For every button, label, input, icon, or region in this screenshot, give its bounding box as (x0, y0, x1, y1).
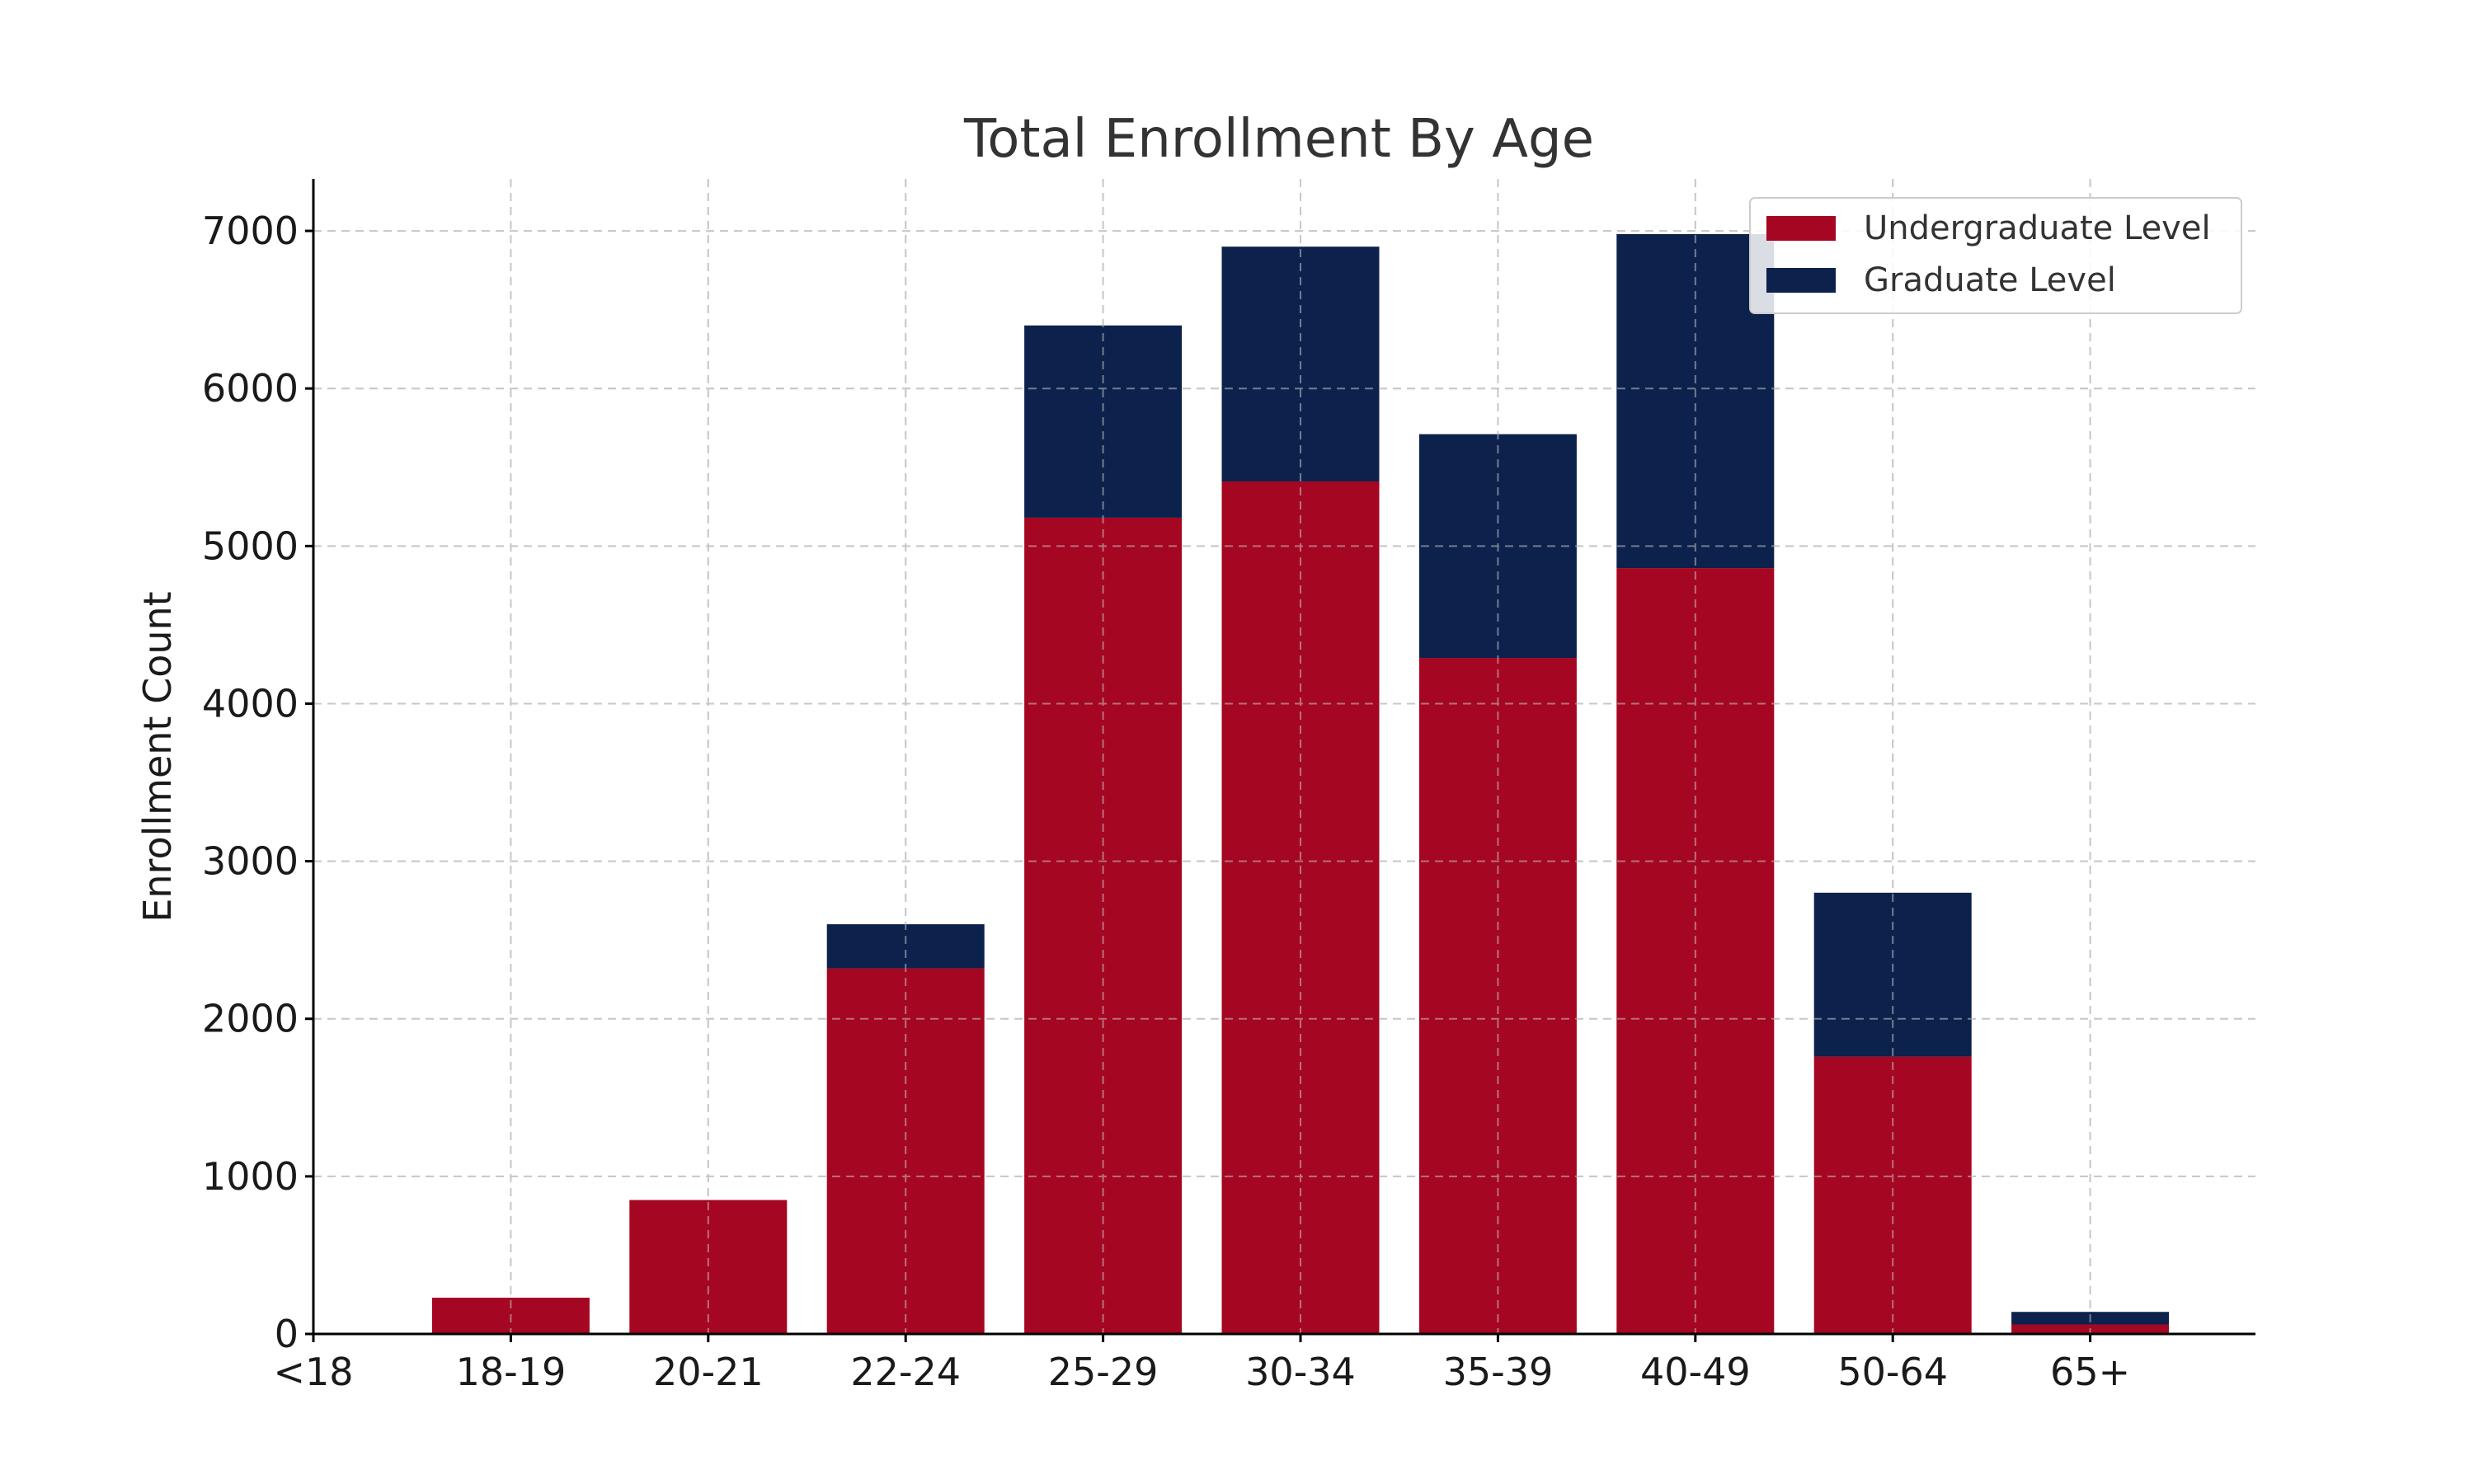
x-tick-label: 18-19 (456, 1350, 567, 1394)
y-tick-label: 1000 (202, 1154, 299, 1199)
grid-overlay (313, 179, 2255, 1334)
bars-layer: Undergraduate Level 18-19: 230Undergradu… (313, 179, 2255, 1334)
y-tick-label: 6000 (202, 366, 299, 411)
legend-swatch-undergraduate (1766, 216, 1836, 241)
x-tick-label: <18 (273, 1350, 353, 1394)
ticks-layer: 0 1000 2000 3000 4000 5000 6000 7000 <18 18-19 20-… (202, 209, 2130, 1394)
x-tick-label: 35-39 (1443, 1350, 1554, 1394)
x-tick-label: 30-34 (1245, 1350, 1356, 1394)
bar-graduate-7: Graduate Level 40-49: 2120 (1616, 233, 1775, 569)
y-tick-label: 3000 (202, 839, 299, 884)
y-tick-label: 0 (275, 1312, 299, 1356)
legend-label-undergraduate: Undergraduate Level (1864, 209, 2211, 247)
y-tick-label: 7000 (202, 209, 299, 253)
x-tick-label: 50-64 (1837, 1350, 1948, 1394)
x-tick-label: 22-24 (850, 1350, 961, 1394)
y-axis-label: Enrollment Count (135, 591, 180, 922)
x-tick-label: 65+ (2050, 1350, 2130, 1394)
legend-box (1749, 197, 2242, 314)
bar-graduate-3: Graduate Level 22-24: 280 (826, 924, 985, 969)
legend-label-graduate: Graduate Level (1864, 261, 2116, 299)
bar-graduate-8: Graduate Level 50-64: 1040 (1813, 892, 1972, 1057)
chart-title: Total Enrollment By Age (963, 109, 1594, 170)
y-tick-label: 2000 (202, 997, 299, 1041)
axes-layer (312, 179, 2255, 1336)
legend: Undergraduate Level Graduate Level (1749, 197, 2242, 314)
x-tick-label: 25-29 (1048, 1350, 1159, 1394)
x-tick-label: 40-49 (1640, 1350, 1751, 1394)
y-tick-label: 4000 (202, 681, 299, 726)
y-tick-label: 5000 (202, 524, 299, 568)
x-tick-label: 20-21 (653, 1350, 764, 1394)
legend-swatch-graduate (1766, 268, 1836, 293)
